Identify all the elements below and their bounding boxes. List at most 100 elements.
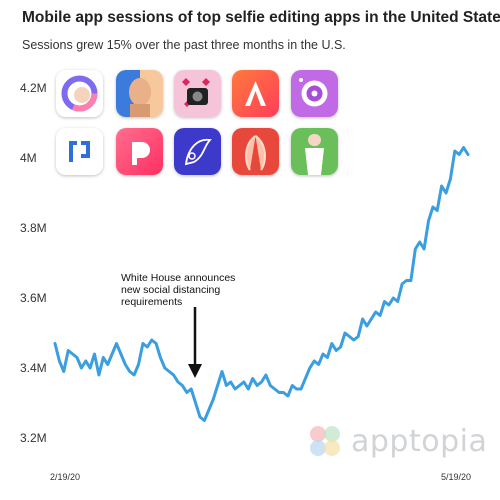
apptopia-watermark: apptopia bbox=[306, 422, 488, 462]
data-point bbox=[388, 304, 390, 306]
data-point bbox=[256, 384, 258, 387]
data-point bbox=[54, 342, 56, 345]
data-point bbox=[128, 370, 131, 373]
data-point bbox=[172, 374, 175, 376]
x-tick-label: 5/19/20 bbox=[441, 472, 472, 482]
data-point bbox=[374, 311, 377, 313]
watermark-text: apptopia bbox=[351, 424, 488, 459]
beauty-camera-app-icon bbox=[291, 70, 338, 117]
data-point bbox=[330, 342, 333, 345]
data-point bbox=[300, 388, 302, 390]
data-point bbox=[194, 402, 197, 404]
facetune2-app-icon bbox=[56, 128, 103, 175]
facetune-editor-app-icon bbox=[174, 128, 221, 175]
data-point bbox=[251, 377, 254, 380]
data-point bbox=[115, 342, 118, 345]
data-point bbox=[458, 153, 461, 156]
data-point bbox=[106, 363, 109, 366]
y-tick-label: 4.2M bbox=[20, 81, 47, 95]
data-point bbox=[414, 248, 417, 250]
data-point bbox=[370, 318, 373, 320]
airbrush-app-icon bbox=[232, 70, 279, 117]
data-point bbox=[418, 241, 421, 243]
picsart-app-icon bbox=[116, 128, 163, 175]
data-point bbox=[124, 363, 127, 366]
data-point bbox=[291, 384, 294, 387]
data-point bbox=[269, 384, 272, 387]
y-tick-label: 3.8M bbox=[20, 221, 47, 235]
data-point bbox=[432, 206, 434, 208]
faceapp-app-icon bbox=[116, 70, 163, 117]
data-point bbox=[454, 150, 456, 152]
data-point bbox=[207, 409, 210, 411]
data-point bbox=[80, 367, 83, 369]
data-point bbox=[164, 367, 166, 369]
data-point bbox=[278, 391, 280, 394]
data-point bbox=[339, 346, 342, 348]
data-point bbox=[111, 353, 113, 355]
data-point bbox=[265, 374, 267, 376]
y-tick-label: 3.6M bbox=[20, 291, 47, 305]
data-point bbox=[352, 339, 355, 341]
data-point bbox=[168, 370, 171, 373]
annotation-text: White House announces new social distanc… bbox=[121, 272, 236, 308]
data-point bbox=[392, 297, 395, 299]
data-point bbox=[243, 381, 245, 383]
data-point bbox=[335, 349, 337, 352]
data-point bbox=[159, 356, 162, 359]
data-point bbox=[445, 192, 447, 194]
body-shape-app-icon bbox=[291, 128, 338, 175]
data-point bbox=[225, 384, 228, 387]
data-point bbox=[361, 318, 364, 320]
data-point bbox=[133, 374, 135, 376]
data-point bbox=[317, 363, 320, 366]
data-point bbox=[467, 153, 469, 156]
y-tick-label: 4M bbox=[20, 151, 37, 165]
selfie-camera-app-icon bbox=[174, 70, 221, 117]
data-point bbox=[348, 335, 351, 338]
data-point bbox=[102, 356, 105, 359]
data-point bbox=[221, 370, 223, 373]
data-point bbox=[84, 360, 87, 362]
x-tick-label: 2/19/20 bbox=[50, 472, 81, 482]
data-point bbox=[62, 370, 65, 373]
data-point bbox=[410, 279, 412, 282]
data-point bbox=[229, 381, 232, 383]
data-point bbox=[234, 388, 236, 390]
data-point bbox=[190, 388, 193, 390]
data-point bbox=[89, 367, 91, 369]
y-tick-label: 3.2M bbox=[20, 431, 47, 445]
apptopia-logo-icon bbox=[310, 426, 340, 456]
data-point bbox=[287, 395, 289, 397]
facetune-app-icon bbox=[56, 70, 103, 117]
data-point bbox=[199, 416, 201, 418]
data-point bbox=[440, 185, 443, 187]
data-point bbox=[304, 377, 307, 380]
data-point bbox=[401, 283, 403, 285]
data-point bbox=[155, 342, 157, 345]
data-point bbox=[203, 419, 206, 422]
data-point bbox=[260, 381, 263, 383]
data-point bbox=[58, 360, 61, 362]
data-point bbox=[76, 356, 78, 359]
data-point bbox=[379, 314, 381, 317]
data-point bbox=[67, 349, 69, 352]
data-point bbox=[366, 325, 368, 327]
data-point bbox=[142, 342, 144, 345]
data-point bbox=[212, 398, 214, 401]
data-point bbox=[71, 353, 74, 355]
data-point bbox=[383, 300, 386, 303]
series-points bbox=[54, 146, 469, 422]
annotation-arrow-head bbox=[188, 364, 202, 378]
data-point bbox=[137, 363, 140, 366]
data-point bbox=[405, 279, 408, 282]
chart-title: Mobile app sessions of top selfie editin… bbox=[22, 9, 500, 26]
data-point bbox=[238, 384, 241, 387]
data-point bbox=[344, 332, 346, 334]
data-point bbox=[423, 248, 425, 250]
data-point bbox=[120, 353, 122, 355]
data-point bbox=[309, 367, 311, 369]
data-point bbox=[216, 384, 219, 387]
data-point bbox=[98, 374, 100, 376]
